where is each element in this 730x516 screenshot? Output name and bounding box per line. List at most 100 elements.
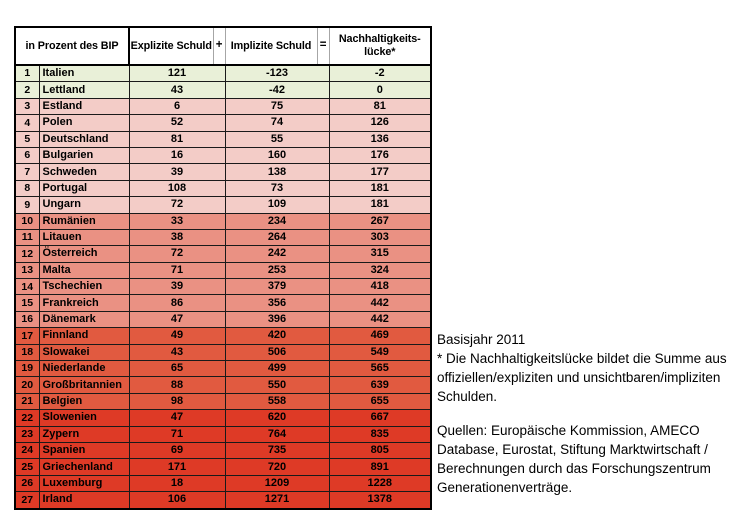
rank-cell: 9 bbox=[14, 196, 40, 214]
explicit-value-cell: 106 bbox=[128, 491, 226, 510]
table-row: 14 Tschechien 39 379 418 bbox=[14, 278, 432, 296]
gap-value-cell: 549 bbox=[328, 343, 432, 362]
gap-value-cell: 267 bbox=[328, 212, 432, 230]
country-cell: Zypern bbox=[38, 425, 130, 443]
table-row: 6 Bulgarien 16 160 176 bbox=[14, 146, 432, 165]
country-cell: Italien bbox=[38, 64, 130, 83]
gap-value-cell: 891 bbox=[328, 458, 432, 476]
rank-cell: 19 bbox=[14, 360, 40, 378]
country-cell: Lettland bbox=[38, 81, 130, 99]
equals-operator: = bbox=[316, 26, 330, 66]
explicit-value-cell: 38 bbox=[128, 228, 226, 247]
country-cell: Rumänien bbox=[38, 212, 130, 230]
explicit-value-cell: 47 bbox=[128, 310, 226, 329]
gap-value-cell: -2 bbox=[328, 64, 432, 83]
table-row: 15 Frankreich 86 356 442 bbox=[14, 294, 432, 312]
explicit-value-cell: 47 bbox=[128, 409, 226, 427]
table-row: 22 Slowenien 47 620 667 bbox=[14, 409, 432, 427]
gap-value-cell: 442 bbox=[328, 310, 432, 329]
rank-cell: 12 bbox=[14, 245, 40, 263]
gap-value-cell: 442 bbox=[328, 294, 432, 312]
explicit-value-cell: 6 bbox=[128, 97, 226, 116]
header-sustainability-gap-line1: Nachhaltigkeits- bbox=[338, 33, 421, 46]
gap-value-cell: 315 bbox=[328, 245, 432, 263]
implicit-value-cell: 720 bbox=[224, 458, 330, 476]
country-cell: Spanien bbox=[38, 441, 130, 460]
table-header: in Prozent des BIP Explizite Schuld + Im… bbox=[14, 26, 432, 66]
implicit-value-cell: 253 bbox=[224, 261, 330, 280]
country-cell: Litauen bbox=[38, 228, 130, 247]
explicit-value-cell: 108 bbox=[128, 179, 226, 198]
table-row: 5 Deutschland 81 55 136 bbox=[14, 130, 432, 148]
country-cell: Dänemark bbox=[38, 310, 130, 329]
country-cell: Großbritannien bbox=[38, 376, 130, 394]
debt-table: in Prozent des BIP Explizite Schuld + Im… bbox=[14, 26, 432, 510]
rank-cell: 23 bbox=[14, 425, 40, 443]
table-row: 2 Lettland 43 -42 0 bbox=[14, 81, 432, 99]
header-unit-label: in Prozent des BIP bbox=[14, 26, 130, 66]
gap-value-cell: 181 bbox=[328, 179, 432, 198]
rank-cell: 27 bbox=[14, 491, 40, 510]
rank-cell: 10 bbox=[14, 212, 40, 230]
explicit-value-cell: 88 bbox=[128, 376, 226, 394]
table-row: 9 Ungarn 72 109 181 bbox=[14, 196, 432, 214]
implicit-value-cell: 499 bbox=[224, 360, 330, 378]
rank-cell: 15 bbox=[14, 294, 40, 312]
rank-cell: 25 bbox=[14, 458, 40, 476]
gap-value-cell: 1378 bbox=[328, 491, 432, 510]
explicit-value-cell: 49 bbox=[128, 327, 226, 345]
table-row: 11 Litauen 38 264 303 bbox=[14, 228, 432, 247]
explicit-value-cell: 39 bbox=[128, 163, 226, 181]
rank-cell: 14 bbox=[14, 278, 40, 296]
table-row: 21 Belgien 98 558 655 bbox=[14, 392, 432, 411]
rank-cell: 6 bbox=[14, 146, 40, 165]
country-cell: Malta bbox=[38, 261, 130, 280]
header-explicit-debt: Explizite Schuld bbox=[128, 26, 214, 66]
implicit-value-cell: 73 bbox=[224, 179, 330, 198]
country-cell: Deutschland bbox=[38, 130, 130, 148]
gap-value-cell: 1228 bbox=[328, 474, 432, 493]
table-row: 23 Zypern 71 764 835 bbox=[14, 425, 432, 443]
country-cell: Slowenien bbox=[38, 409, 130, 427]
country-cell: Tschechien bbox=[38, 278, 130, 296]
implicit-value-cell: 558 bbox=[224, 392, 330, 411]
implicit-value-cell: 396 bbox=[224, 310, 330, 329]
table-row: 26 Luxemburg 18 1209 1228 bbox=[14, 474, 432, 493]
gap-value-cell: 835 bbox=[328, 425, 432, 443]
explicit-value-cell: 71 bbox=[128, 261, 226, 280]
table-row: 1 Italien 121 -123 -2 bbox=[14, 64, 432, 83]
rank-cell: 4 bbox=[14, 114, 40, 132]
table-row: 24 Spanien 69 735 805 bbox=[14, 441, 432, 460]
rank-cell: 21 bbox=[14, 392, 40, 411]
table-row: 25 Griechenland 171 720 891 bbox=[14, 458, 432, 476]
table-row: 8 Portugal 108 73 181 bbox=[14, 179, 432, 198]
country-cell: Schweden bbox=[38, 163, 130, 181]
note-sources: Quellen: Europäische Kommission, AMECO D… bbox=[437, 423, 711, 495]
gap-value-cell: 81 bbox=[328, 97, 432, 116]
rank-cell: 8 bbox=[14, 179, 40, 198]
implicit-value-cell: 379 bbox=[224, 278, 330, 296]
table-row: 4 Polen 52 74 126 bbox=[14, 114, 432, 132]
implicit-value-cell: 138 bbox=[224, 163, 330, 181]
explicit-value-cell: 18 bbox=[128, 474, 226, 493]
explicit-value-cell: 72 bbox=[128, 245, 226, 263]
implicit-value-cell: 55 bbox=[224, 130, 330, 148]
notes-block: Basisjahr 2011 * Die Nachhaltigkeitslück… bbox=[437, 330, 729, 497]
implicit-value-cell: 620 bbox=[224, 409, 330, 427]
implicit-value-cell: 234 bbox=[224, 212, 330, 230]
gap-value-cell: 136 bbox=[328, 130, 432, 148]
gap-value-cell: 324 bbox=[328, 261, 432, 280]
note-definition: * Die Nachhaltigkeitslücke bildet die Su… bbox=[437, 351, 727, 404]
rank-cell: 16 bbox=[14, 310, 40, 329]
table-row: 7 Schweden 39 138 177 bbox=[14, 163, 432, 181]
implicit-value-cell: 735 bbox=[224, 441, 330, 460]
implicit-value-cell: 506 bbox=[224, 343, 330, 362]
gap-value-cell: 667 bbox=[328, 409, 432, 427]
explicit-value-cell: 72 bbox=[128, 196, 226, 214]
rank-cell: 11 bbox=[14, 228, 40, 247]
country-cell: Österreich bbox=[38, 245, 130, 263]
implicit-value-cell: 550 bbox=[224, 376, 330, 394]
country-cell: Polen bbox=[38, 114, 130, 132]
country-cell: Griechenland bbox=[38, 458, 130, 476]
header-row: in Prozent des BIP Explizite Schuld + Im… bbox=[14, 26, 432, 66]
